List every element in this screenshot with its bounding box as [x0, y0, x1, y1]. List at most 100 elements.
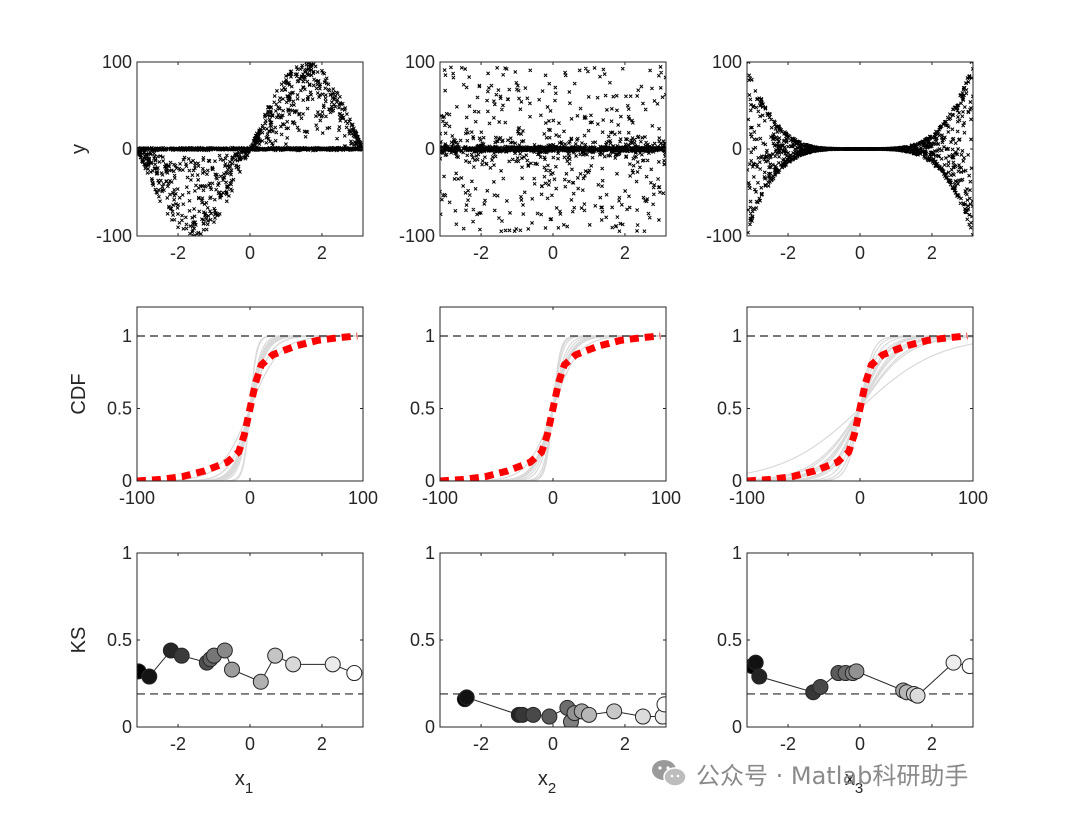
plot-area	[747, 654, 973, 704]
y-tick-label: 1	[122, 543, 132, 563]
ks-point	[580, 706, 597, 723]
plot-area	[440, 332, 666, 481]
x-tick-label: -2	[473, 734, 489, 754]
ks-point	[751, 668, 768, 685]
y-axis-label: y	[68, 144, 90, 154]
ks-point	[747, 654, 764, 671]
x-tick-label: 0	[548, 488, 558, 508]
axes-box	[746, 552, 974, 728]
y-tick-label: 100	[405, 52, 435, 72]
x-axis-label-subscript: 2	[548, 780, 556, 797]
y-tick-label: 1	[425, 326, 435, 346]
x-tick-label: 0	[855, 243, 865, 263]
ks-point	[216, 642, 233, 659]
x-tick-label: 0	[245, 488, 255, 508]
plot-area	[137, 332, 363, 481]
y-tick-label: 1	[732, 326, 742, 346]
x-tick-label: -100	[729, 488, 765, 508]
x-tick-label: 2	[317, 734, 327, 754]
y-tick-label: 0.5	[410, 630, 435, 650]
ks-point	[346, 665, 363, 682]
ks-point	[224, 661, 241, 678]
ks-point	[141, 668, 158, 685]
wechat-icon	[652, 760, 687, 787]
ks-point	[961, 658, 973, 675]
x-tick-label: 2	[927, 734, 937, 754]
y-tick-label: 0.5	[717, 630, 742, 650]
y-tick-label: 0	[425, 717, 435, 737]
x-tick-label: -100	[119, 488, 155, 508]
subplot-r1c3: -2 0 2 -100 0 100	[706, 52, 974, 263]
y-tick-label: 0	[732, 717, 742, 737]
x-axis-label-subscript: 3	[855, 780, 863, 797]
scatter-markers	[440, 64, 666, 234]
x-tick-label: 0	[548, 734, 558, 754]
y-tick-label: 0	[732, 471, 742, 491]
scatter-markers	[137, 62, 363, 236]
ks-point	[173, 647, 190, 664]
plot-area	[137, 642, 363, 695]
x-tick-label: 2	[317, 243, 327, 263]
ks-point	[634, 708, 651, 725]
x-tick-label: -100	[422, 488, 458, 508]
axes-box	[136, 552, 364, 728]
ks-point	[541, 708, 558, 725]
ks-point	[267, 647, 284, 664]
x-tick-label: 2	[927, 243, 937, 263]
x-tick-label: 2	[620, 243, 630, 263]
y-tick-label: 0.5	[107, 630, 132, 650]
scatter-markers	[747, 62, 973, 236]
y-tick-label: 0	[425, 471, 435, 491]
x-tick-label: -2	[780, 734, 796, 754]
x-tick-label: 100	[651, 488, 681, 508]
y-tick-label: 1	[122, 326, 132, 346]
plot-area	[747, 62, 973, 236]
y-tick-label: 100	[712, 52, 742, 72]
y-tick-label: 1	[425, 543, 435, 563]
x-tick-label: 100	[348, 488, 378, 508]
plot-area	[440, 689, 666, 727]
ks-point	[812, 678, 829, 695]
ks-point	[656, 696, 666, 713]
x-tick-label: -2	[170, 243, 186, 263]
subplot-r1c2: -2 0 2 -100 0 100	[399, 52, 667, 263]
ks-point	[525, 706, 542, 723]
y-tick-label: 0.5	[107, 399, 132, 419]
x-axis-label: x2	[538, 768, 556, 797]
x-tick-label: 0	[548, 243, 558, 263]
plot-area	[440, 64, 666, 234]
ks-point	[285, 656, 302, 673]
x-tick-label: -2	[170, 734, 186, 754]
y-tick-label: 100	[102, 52, 132, 72]
x-axis-label: x1	[235, 768, 253, 797]
y-tick-label: 0.5	[717, 399, 742, 419]
y-axis-label: KS	[68, 627, 90, 654]
reference-cdf-line	[747, 332, 968, 481]
y-tick-label: 0	[732, 139, 742, 159]
ks-point	[945, 654, 962, 671]
y-tick-label: -100	[706, 226, 742, 246]
y-tick-label: -100	[96, 226, 132, 246]
y-tick-label: 0	[122, 717, 132, 737]
reference-cdf-line	[137, 332, 358, 481]
y-tick-label: -100	[399, 226, 435, 246]
x-tick-label: 0	[855, 734, 865, 754]
x-tick-label: -2	[780, 243, 796, 263]
ks-point	[324, 656, 341, 673]
x-tick-label: 0	[245, 734, 255, 754]
plot-area	[747, 332, 973, 481]
y-tick-label: 0.5	[410, 399, 435, 419]
ks-point	[909, 687, 926, 704]
watermark-text: 公众号 · Matlab科研助手	[696, 761, 969, 790]
x-tick-label: 0	[855, 488, 865, 508]
ks-point	[606, 703, 623, 720]
reference-cdf-line	[440, 332, 661, 481]
subplot-r3c1: -2 0 2 0 0.5 1 KS x1	[68, 543, 364, 797]
y-tick-label: 0	[122, 471, 132, 491]
x-axis-label-subscript: 1	[245, 780, 253, 797]
y-tick-label: 0	[122, 139, 132, 159]
